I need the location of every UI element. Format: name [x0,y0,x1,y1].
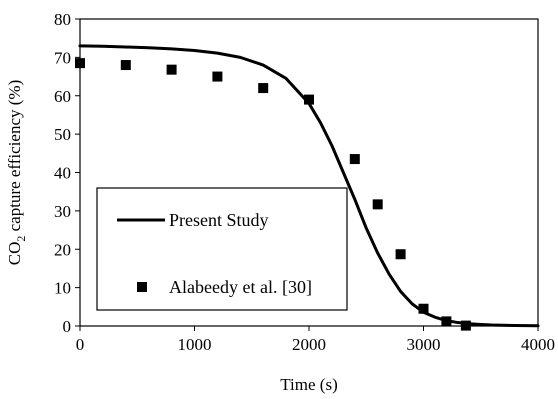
y-tick-label: 80 [54,10,71,29]
legend: Present Study Alabeedy et al. [30] [96,187,348,311]
data-point-alabeedy [395,249,406,260]
data-point-alabeedy [304,94,314,105]
y-tick-label: 0 [63,317,72,336]
data-point-alabeedy [166,64,177,75]
x-tick-label: 3000 [407,335,441,354]
data-point-alabeedy [349,154,360,165]
y-tick-label: 30 [54,202,71,221]
y-axis-title-subscript: 2 [14,236,28,242]
data-point-alabeedy [120,60,131,71]
x-axis-title: Time (s) [280,375,337,394]
y-axis-title-main: CO [5,242,24,266]
y-tick-label: 50 [54,125,71,144]
legend-label-alabeedy: Alabeedy et al. [30] [169,277,312,297]
data-point-alabeedy [460,320,471,331]
data-point-alabeedy [418,303,429,314]
data-point-alabeedy [372,199,383,210]
y-tick-label: 20 [54,240,71,259]
data-point-alabeedy [212,71,223,82]
x-tick-label: 2000 [292,335,326,354]
plot-layer: 0 1000 2000 3000 4000 0 10 20 30 40 50 60 70 80 Time (… [5,10,555,394]
legend-square-swatch [137,282,147,292]
data-point-alabeedy [258,83,269,94]
data-point-alabeedy [75,58,85,69]
x-tick-label: 4000 [521,335,555,354]
y-axis-title-rest: capture efficiency (%) [5,80,24,236]
x-tick-label: 1000 [178,335,212,354]
y-tick-label: 60 [54,87,71,106]
x-tick-label: 0 [76,335,85,354]
y-tick-label: 70 [54,48,71,67]
y-tick-label: 40 [54,164,71,183]
y-axis-title: CO2 capture efficiency (%) [5,80,28,266]
y-tick-label: 10 [54,279,71,298]
data-point-alabeedy [441,316,452,327]
legend-label-present-study: Present Study [169,210,269,230]
